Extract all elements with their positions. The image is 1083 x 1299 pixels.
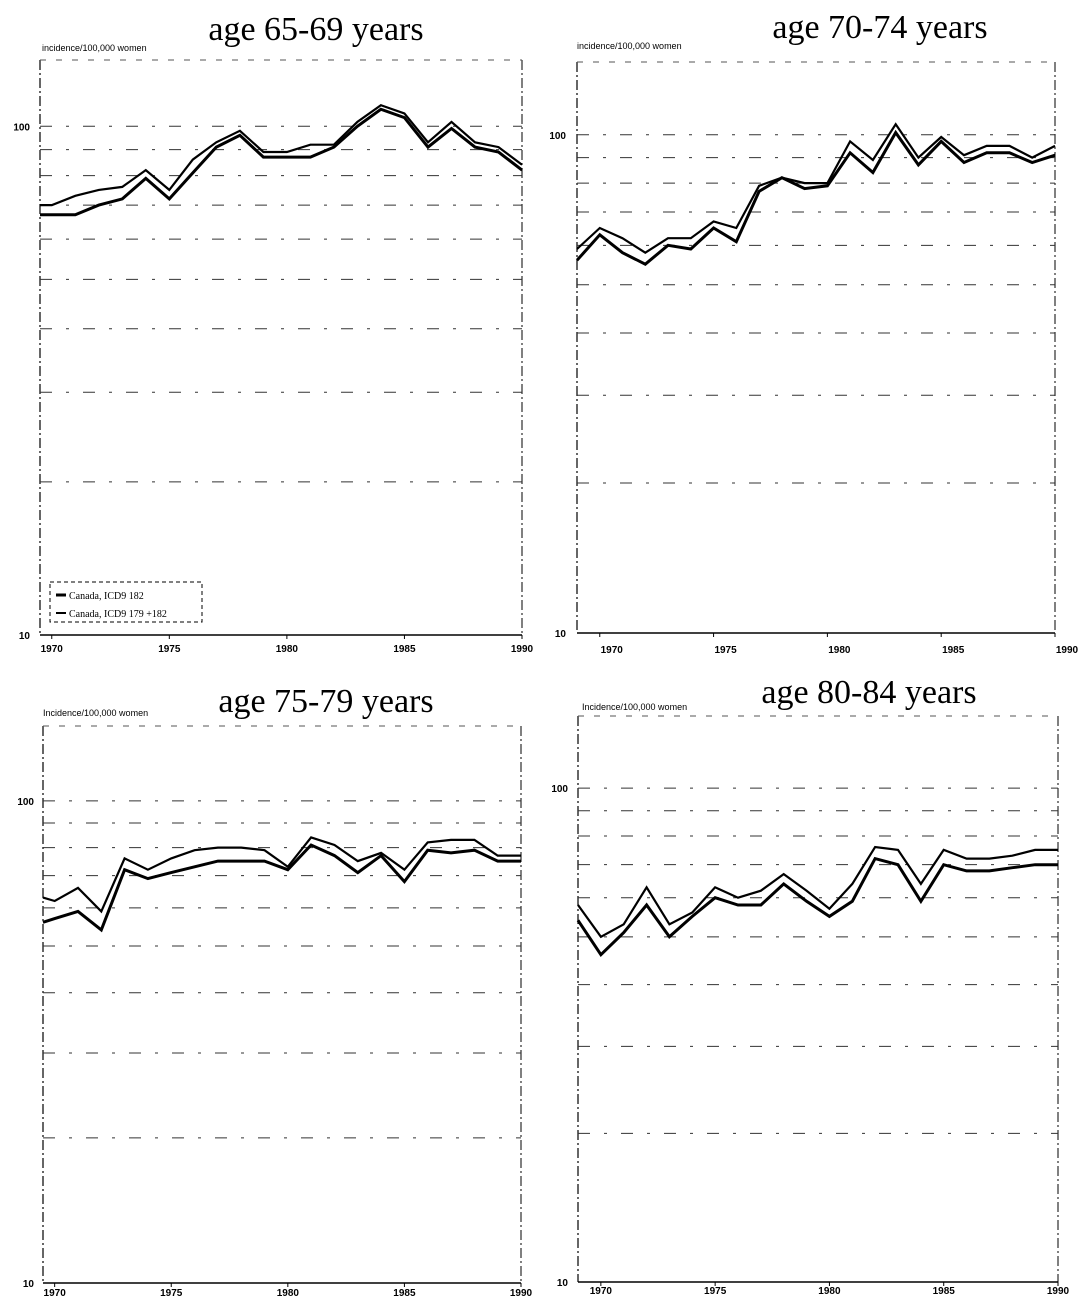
y-axis-label: incidence/100,000 women xyxy=(577,41,682,51)
y-axis-label: Incidence/100,000 women xyxy=(582,702,687,712)
y-tick-label: 10 xyxy=(23,1279,35,1290)
y-tick-label: 100 xyxy=(549,131,566,142)
x-tick-label: 1980 xyxy=(818,1286,841,1297)
chart-title: age 70-74 years xyxy=(772,9,987,46)
x-tick-label: 1970 xyxy=(590,1286,613,1297)
x-tick-label: 1975 xyxy=(160,1288,183,1299)
y-tick-label: 100 xyxy=(17,797,34,808)
y-tick-label: 100 xyxy=(551,784,568,795)
series-line-1 xyxy=(575,129,1056,266)
x-tick-label: 1985 xyxy=(393,1288,416,1299)
x-tick-label: 1990 xyxy=(510,1288,533,1299)
y-axis-label: Incidence/100,000 women xyxy=(43,708,148,718)
x-tick-label: 1980 xyxy=(277,1288,300,1299)
chart-panel-age-80-84: age 80-84 years Incidence/100,000 women 10… xyxy=(551,674,1069,1297)
chart-title: age 75-79 years xyxy=(218,683,433,720)
series-line-2 xyxy=(40,103,523,207)
x-tick-label: 1975 xyxy=(158,644,181,655)
x-tick-label: 1990 xyxy=(1056,645,1079,656)
y-tick-label: 10 xyxy=(555,629,567,640)
x-tick-label: 1985 xyxy=(942,645,965,656)
chart-panel-age-70-74: age 70-74 years incidence/100,000 women 10… xyxy=(549,9,1078,656)
y-tick-label: 10 xyxy=(557,1278,569,1289)
x-tick-label: 1990 xyxy=(1047,1286,1070,1297)
x-tick-label: 1985 xyxy=(393,644,416,655)
chart-title: age 80-84 years xyxy=(761,674,976,711)
legend-entry-1: Canada, ICD9 182 xyxy=(69,591,144,602)
y-tick-label: 100 xyxy=(13,122,30,133)
series-line-1 xyxy=(42,843,521,933)
x-tick-label: 1970 xyxy=(44,1288,67,1299)
series-line-2 xyxy=(577,845,1058,939)
x-tick-label: 1990 xyxy=(511,644,534,655)
chart-panel-age-65-69: age 65-69 years incidence/100,000 women 10… xyxy=(13,11,533,655)
legend-box xyxy=(49,581,203,623)
series-line-2 xyxy=(576,122,1056,255)
x-tick-label: 1985 xyxy=(933,1286,956,1297)
x-tick-label: 1980 xyxy=(828,645,851,656)
x-tick-label: 1975 xyxy=(704,1286,727,1297)
chart-panel-age-75-79: age 75-79 years Incidence/100,000 women 10… xyxy=(17,683,532,1299)
x-tick-label: 1975 xyxy=(714,645,737,656)
x-tick-label: 1970 xyxy=(601,645,624,656)
y-axis-label: incidence/100,000 women xyxy=(42,43,147,53)
series-line-1 xyxy=(40,107,523,217)
x-tick-label: 1970 xyxy=(41,644,64,655)
chart-title: age 65-69 years xyxy=(208,11,423,48)
legend: Canada, ICD9 182 Canada, ICD9 179 +182 xyxy=(49,581,203,623)
series-line-2 xyxy=(42,836,521,914)
legend-entry-2: Canada, ICD9 179 +182 xyxy=(69,609,167,620)
series-line-1 xyxy=(576,856,1058,958)
y-tick-label: 10 xyxy=(19,631,31,642)
x-tick-label: 1980 xyxy=(276,644,299,655)
